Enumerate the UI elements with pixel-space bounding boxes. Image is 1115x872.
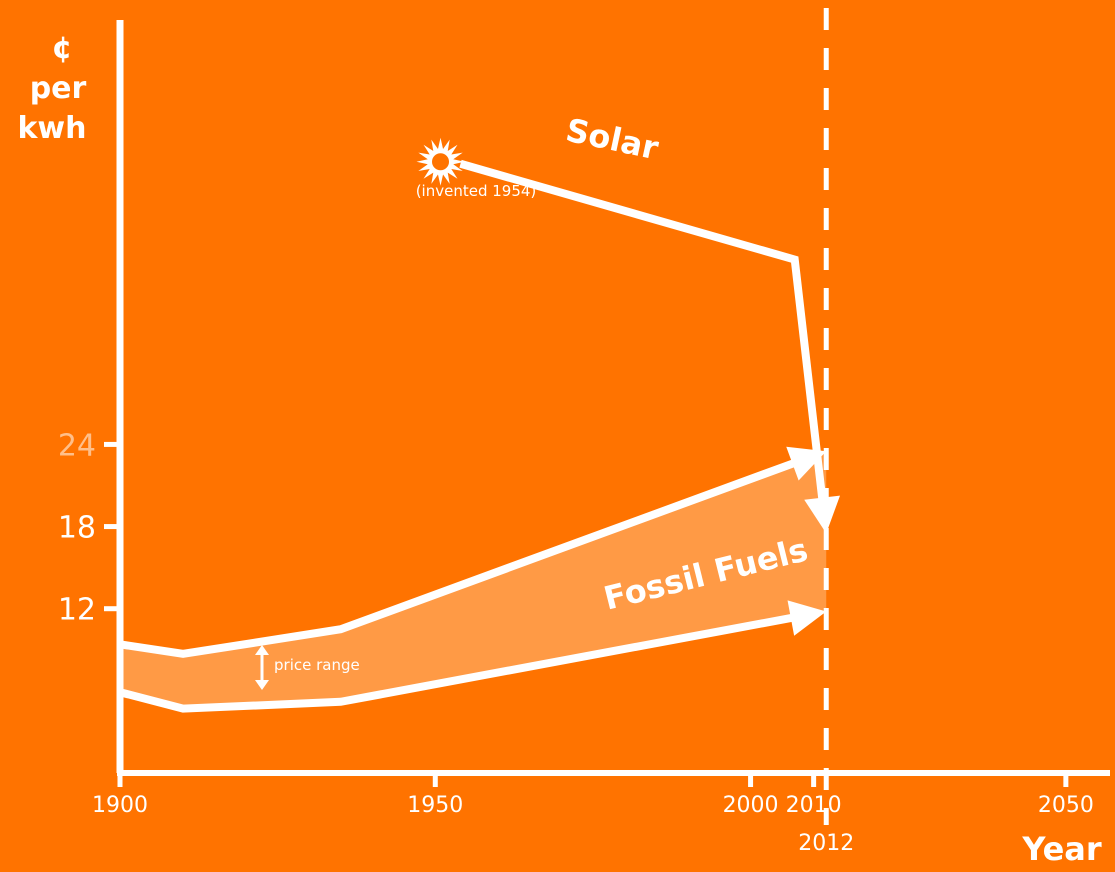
y-unit-label-line-3: kwh — [17, 111, 86, 146]
solar-line — [459, 159, 828, 509]
y-tick-label-18: 18 — [58, 511, 96, 546]
fossil-fuels-lower-line — [118, 612, 802, 713]
fossil-fuels-upper-line — [119, 456, 804, 658]
y-unit-label-line-1: ¢ — [52, 31, 73, 66]
y-unit-label-line-2: per — [30, 71, 87, 106]
x-tick-label-1950: 1950 — [407, 793, 463, 818]
y-tick-label-24: 24 — [58, 428, 96, 463]
y-tick-label-12: 12 — [58, 593, 96, 628]
price-range-label: price range — [274, 656, 360, 674]
price-range-arrow-bottom — [255, 680, 269, 690]
x-tick-label-2000: 2000 — [723, 793, 779, 818]
solar-arrowhead — [804, 495, 841, 534]
x-marker-2012-label: 2012 — [798, 831, 854, 856]
fossil-fuels-lower-arrowhead — [787, 600, 827, 636]
x-axis-title: Year — [1021, 830, 1102, 868]
price-range-arrow-icon — [255, 645, 269, 690]
sun-icon — [416, 137, 465, 186]
solar-invented-annotation: (invented 1954) — [416, 182, 537, 200]
price-range-arrow-top — [255, 645, 269, 655]
sun-disc — [429, 150, 453, 174]
x-tick-label-1900: 1900 — [92, 793, 148, 818]
x-tick-label-2010: 2010 — [786, 793, 842, 818]
x-tick-label-2050: 2050 — [1038, 793, 1094, 818]
solar-series-label: Solar — [563, 111, 662, 168]
